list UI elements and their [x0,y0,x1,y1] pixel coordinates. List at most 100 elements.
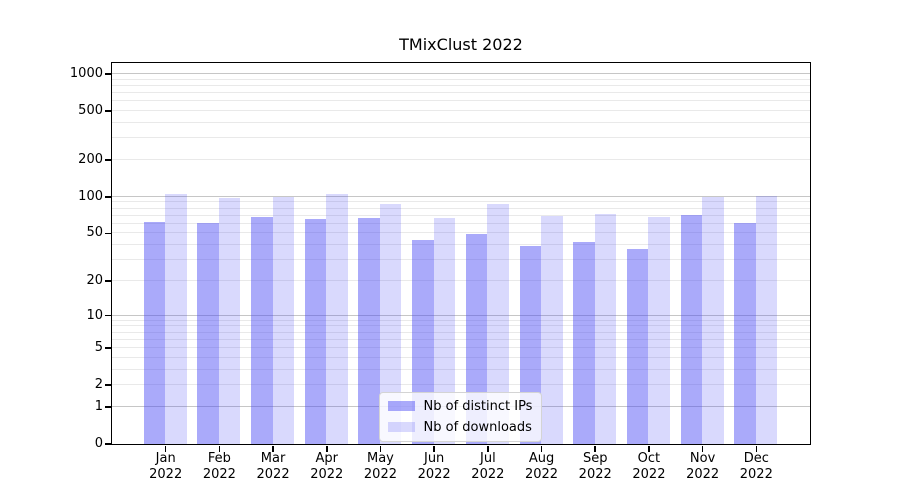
x-tick-month: Feb [207,451,231,466]
gridline-40 [111,244,810,246]
y-tick-label-500: 500 [78,103,103,119]
x-tick-year: 2022 [739,467,773,482]
y-tick-mark-50 [105,232,111,235]
x-tick-mark-dec [755,445,758,452]
x-tick-label-feb: Feb 2022 [184,451,254,483]
gridline-50 [111,232,810,234]
y-tick-label-10: 10 [86,307,103,323]
y-tick-mark-200 [105,159,111,161]
bar-nb-of-downloads-feb [218,198,241,444]
y-tick-mark-20 [105,280,111,282]
gridline-7 [111,331,810,333]
x-tick-mark-nov [701,445,704,452]
y-tick-mark-10 [105,314,111,317]
x-tick-year: 2022 [632,467,666,482]
y-tick-label-20: 20 [86,272,103,288]
y-tick-label-100: 100 [78,188,103,204]
x-tick-month: Jul [480,451,496,466]
gridline-70 [111,214,810,216]
gridline-300 [111,137,810,139]
gridline-1000 [111,73,810,75]
x-tick-mark-apr [326,445,328,452]
legend-swatch-downloads [387,422,415,432]
bar-nb-of-downloads-oct [648,216,670,444]
bar-nb-of-distinct-ips-oct [626,248,649,444]
y-tick-label-5: 5 [94,340,103,356]
x-tick-month: Dec [743,451,769,466]
legend-label-distinct-ips: Nb of distinct IPs [423,398,533,414]
y-tick-mark-500 [105,110,111,112]
y-tick-mark-2 [105,384,111,386]
x-tick-mark-oct [648,445,650,452]
x-tick-mark-aug [540,445,543,452]
y-tick-label-2: 2 [94,377,103,393]
x-tick-month: May [367,451,394,466]
gridline-8 [111,325,810,327]
x-tick-year: 2022 [417,467,451,482]
bar-nb-of-downloads-apr [326,194,348,444]
x-tick-label-jul: Jul 2022 [453,451,523,483]
y-tick-mark-100 [105,196,111,198]
bar-nb-of-distinct-ips-dec [734,222,756,444]
x-tick-year: 2022 [256,467,290,482]
bar-nb-of-downloads-nov [702,197,724,444]
x-tick-month: Sep [582,451,608,466]
x-tick-mark-mar [272,445,274,452]
x-tick-mark-feb [218,445,221,452]
bar-nb-of-distinct-ips-jan [143,221,166,444]
gridline-5 [111,347,810,349]
bar-nb-of-downloads-mar [272,196,295,444]
bar-nb-of-downloads-jun [433,217,456,444]
x-tick-label-aug: Aug 2022 [507,451,577,483]
x-tick-mark-jun [433,445,435,452]
y-tick-label-0: 0 [94,436,103,451]
gridline-2 [111,384,810,386]
gridline-30 [111,259,810,261]
gridline-20 [111,279,810,281]
x-tick-month: Nov [689,451,716,466]
gridline-6 [111,338,810,340]
x-tick-year: 2022 [578,467,612,482]
gridline-80 [111,207,810,209]
x-tick-year: 2022 [524,467,559,482]
x-tick-label-apr: Apr 2022 [292,451,362,483]
x-tick-year: 2022 [686,467,720,482]
bar-nb-of-distinct-ips-may [358,217,380,444]
bar-nb-of-distinct-ips-mar [251,216,273,444]
x-tick-label-jun: Jun 2022 [399,451,469,483]
x-tick-label-sep: Sep 2022 [560,451,630,483]
legend: Nb of distinct IPs Nb of downloads [378,391,543,442]
gridline-90 [111,201,810,203]
x-tick-year: 2022 [310,467,344,482]
legend-label-downloads: Nb of downloads [423,419,532,435]
x-tick-month: Jan [155,451,176,466]
x-tick-label-jan: Jan 2022 [131,451,201,483]
x-tick-month: Mar [260,451,286,466]
y-tick-label-1000: 1000 [69,66,103,82]
x-tick-year: 2022 [202,467,236,482]
x-tick-label-may: May 2022 [345,451,415,483]
y-tick-mark-1 [105,406,111,408]
legend-entry-distinct-ips: Nb of distinct IPs [387,398,533,415]
bar-nb-of-downloads-dec [755,196,778,444]
bar-nb-of-downloads-aug [541,216,563,444]
bar-nb-of-downloads-jul [487,204,509,444]
bar-nb-of-distinct-ips-feb [197,222,219,444]
bar-nb-of-distinct-ips-apr [304,219,327,444]
gridline-800 [111,85,810,86]
y-tick-mark-1000 [105,73,111,75]
y-tick-mark-5 [105,347,111,349]
gridline-4 [111,356,810,358]
y-tick-label-50: 50 [86,225,103,241]
gridline-200 [111,159,810,161]
x-tick-year: 2022 [471,467,505,482]
gridline-900 [111,78,810,80]
gridline-9 [111,319,810,321]
x-tick-mark-jan [164,445,167,452]
x-tick-label-dec: Dec 2022 [721,451,791,483]
bar-nb-of-downloads-may [379,203,402,444]
gridline-400 [111,122,810,124]
gridline-3 [111,368,810,370]
gridline-500 [111,110,810,112]
